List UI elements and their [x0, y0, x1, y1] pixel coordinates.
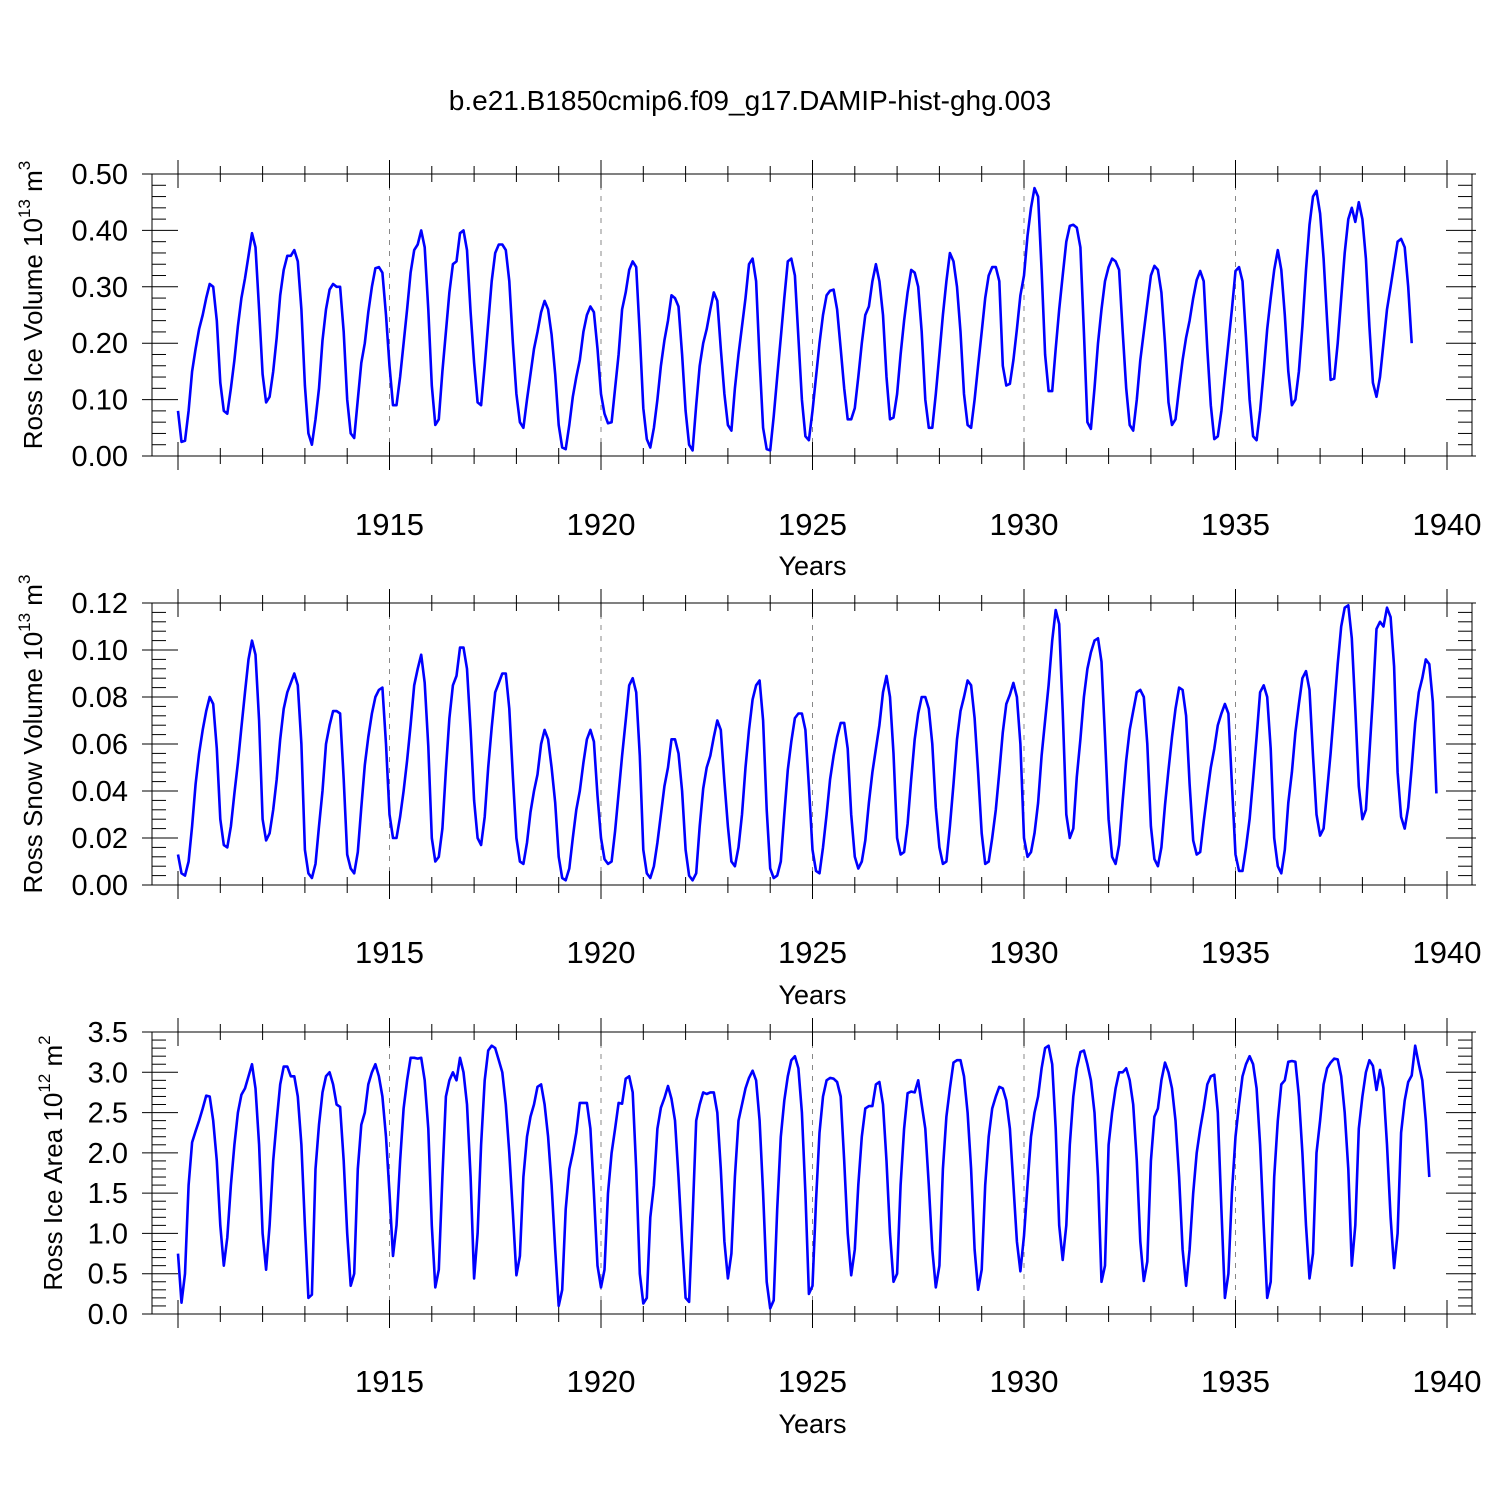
- snow-volume-plot-frame: [151, 602, 1473, 886]
- ice-volume-y-tick-label: 0.00: [72, 441, 128, 473]
- snow-volume-y-tick-label: 0.06: [72, 729, 128, 761]
- snow-volume-y-tick-labels: 0.00 0.02 0.04 0.06 0.08 0.10 0.12: [72, 588, 128, 902]
- ice-volume-x-tick-label: 1940: [1413, 507, 1482, 542]
- ice-area-x-tick-label: 1925: [778, 1364, 847, 1399]
- ice-volume-x-tick-label: 1915: [355, 507, 424, 542]
- ice-volume-y-tick-label: 0.40: [72, 215, 128, 247]
- ice-volume-panel: 0.00 0.10 0.20 0.30 0.40 0.50 1915 1920 1925 193…: [15, 159, 1481, 581]
- snow-volume-x-tick-label: 1925: [778, 935, 847, 970]
- snow-volume-y-axis-label: Ross Snow Volume 1013 m3: [15, 575, 48, 894]
- ice-volume-x-axis-label: Years: [778, 551, 846, 581]
- snow-volume-x-tick-label: 1930: [990, 935, 1059, 970]
- snow-volume-y-tick-label: 0.02: [72, 823, 128, 855]
- ice-area-y-tick-label: 3.5: [88, 1017, 128, 1049]
- ice-volume-x-tick-labels: 1915 1920 1925 1930 1935 1940: [355, 507, 1481, 542]
- snow-volume-y-tick-label: 0.00: [72, 870, 128, 902]
- ice-area-panel: 0.0 0.5 1.0 1.5 2.0 2.5 3.0 3.5 1915 1920 1925 193…: [35, 1017, 1481, 1439]
- snow-volume-x-tick-label: 1915: [355, 935, 424, 970]
- ice-volume-x-tick-label: 1935: [1201, 507, 1270, 542]
- ice-area-y-tick-label: 1.0: [88, 1218, 128, 1250]
- ice-volume-y-tick-labels: 0.00 0.10 0.20 0.30 0.40 0.50: [72, 159, 128, 473]
- ice-area-y-tick-label: 0.0: [88, 1299, 128, 1331]
- snow-volume-y-tick-label: 0.12: [72, 588, 128, 620]
- ice-area-plot-frame: [151, 1031, 1473, 1315]
- snow-volume-y-tick-label: 0.04: [72, 776, 128, 808]
- ice-volume-series-line: [176, 186, 1413, 452]
- snow-volume-x-tick-label: 1920: [567, 935, 636, 970]
- chart-title: b.e21.B1850cmip6.f09_g17.DAMIP-hist-ghg.…: [449, 85, 1051, 116]
- ice-area-y-tick-label: 3.0: [88, 1057, 128, 1089]
- ice-area-y-tick-label: 0.5: [88, 1259, 128, 1291]
- ice-volume-y-tick-label: 0.10: [72, 385, 128, 417]
- ice-volume-y-tick-label: 0.50: [72, 159, 128, 191]
- ice-area-x-tick-label: 1935: [1201, 1364, 1270, 1399]
- ice-area-y-axis-label: Ross Ice Area 1012 m2: [35, 1035, 68, 1290]
- ice-area-y-tick-label: 2.0: [88, 1138, 128, 1170]
- ice-area-x-tick-label: 1930: [990, 1364, 1059, 1399]
- snow-volume-y-tick-label: 0.08: [72, 682, 128, 714]
- ice-area-x-tick-label: 1940: [1413, 1364, 1482, 1399]
- ice-volume-x-tick-label: 1930: [990, 507, 1059, 542]
- ice-area-y-tick-label: 1.5: [88, 1178, 128, 1210]
- ice-area-x-tick-label: 1915: [355, 1364, 424, 1399]
- snow-volume-x-tick-label: 1935: [1201, 935, 1270, 970]
- snow-volume-x-axis-label: Years: [778, 980, 846, 1010]
- snow-volume-x-tick-labels: 1915 1920 1925 1930 1935 1940: [355, 935, 1481, 970]
- snow-volume-series-line: [176, 603, 1438, 882]
- snow-volume-y-tick-label: 0.10: [72, 635, 128, 667]
- snow-volume-panel: 0.00 0.02 0.04 0.06 0.08 0.10 0.12 1915 1920 192…: [15, 575, 1481, 1010]
- ice-area-x-tick-label: 1920: [567, 1364, 636, 1399]
- ice-volume-x-tick-label: 1925: [778, 507, 847, 542]
- ice-volume-y-tick-label: 0.20: [72, 328, 128, 360]
- ice-volume-plot-frame: [151, 173, 1473, 457]
- ice-area-series-line: [176, 1044, 1431, 1310]
- ice-volume-y-tick-label: 0.30: [72, 272, 128, 304]
- ice-volume-x-tick-label: 1920: [567, 507, 636, 542]
- snow-volume-x-tick-label: 1940: [1413, 935, 1482, 970]
- ice-volume-y-axis-label: Ross Ice Volume 1013 m3: [15, 161, 48, 450]
- ice-area-x-tick-labels: 1915 1920 1925 1930 1935 1940: [355, 1364, 1481, 1399]
- ice-area-y-tick-label: 2.5: [88, 1098, 128, 1130]
- ice-area-x-axis-label: Years: [778, 1409, 846, 1439]
- ice-area-y-tick-labels: 0.0 0.5 1.0 1.5 2.0 2.5 3.0 3.5: [88, 1017, 128, 1331]
